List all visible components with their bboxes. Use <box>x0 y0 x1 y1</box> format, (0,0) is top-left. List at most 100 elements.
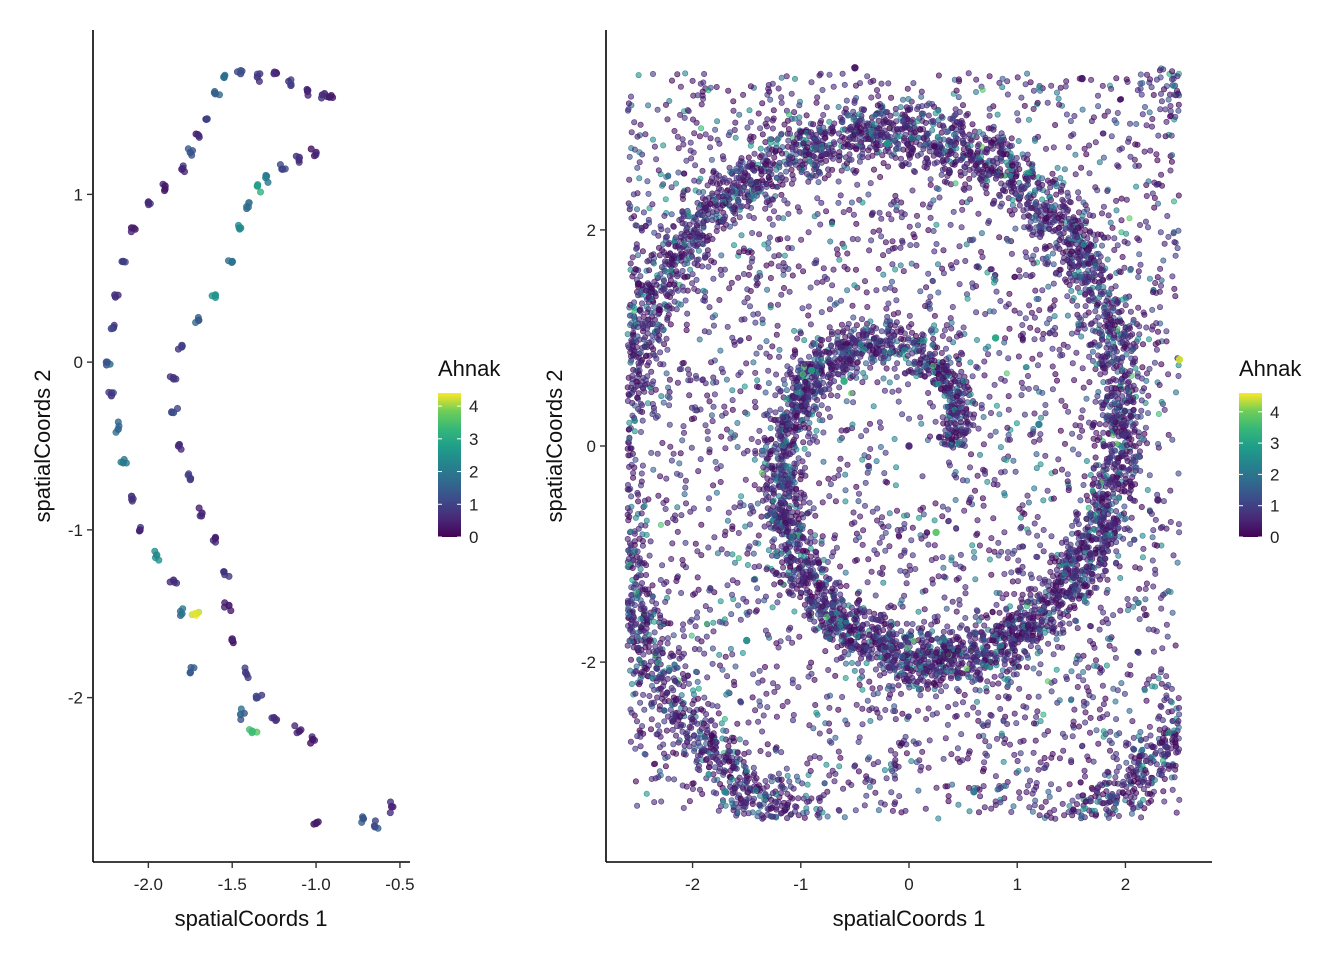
right-data-point <box>843 97 850 104</box>
right-data-point <box>744 286 751 293</box>
right-data-point <box>765 82 772 89</box>
right-data-point <box>724 550 731 557</box>
right-data-point <box>870 228 877 235</box>
right-data-point <box>975 709 982 716</box>
right-data-point <box>641 497 648 504</box>
right-data-point <box>633 206 640 213</box>
right-data-point <box>922 805 929 812</box>
right-data-point <box>1054 164 1061 171</box>
right-data-point <box>805 425 812 432</box>
right-data-point <box>991 381 998 388</box>
right-data-point <box>695 685 702 692</box>
right-data-point <box>762 777 769 784</box>
right-data-point <box>662 196 669 203</box>
right-data-point <box>943 605 950 612</box>
right-data-point <box>1157 524 1164 531</box>
right-data-point <box>639 408 646 415</box>
right-data-point <box>1041 754 1048 761</box>
right-data-point <box>909 187 916 194</box>
right-data-point <box>706 449 713 456</box>
left-panel: -2.0 -1.5 -1.0 -0.5 -2-101 spatialCoords 1 … <box>30 30 501 931</box>
right-data-point <box>1096 159 1103 166</box>
right-data-point <box>815 411 822 418</box>
right-data-point <box>1049 345 1056 352</box>
right-data-point <box>708 156 715 163</box>
left-data-point <box>312 819 320 828</box>
right-data-point <box>665 775 672 782</box>
right-data-point <box>632 222 639 229</box>
right-data-point <box>1021 102 1028 109</box>
left-data-point <box>107 324 116 333</box>
right-data-point <box>647 726 654 733</box>
right-data-point <box>1175 192 1182 199</box>
right-data-point <box>906 154 913 161</box>
right-data-point <box>691 130 698 137</box>
right-data-point <box>864 73 871 80</box>
right-data-point <box>1118 195 1125 202</box>
right-data-point <box>745 719 752 726</box>
right-data-point <box>863 289 870 296</box>
right-data-point <box>638 478 645 485</box>
right-data-point <box>863 792 870 799</box>
right-data-point <box>919 201 926 208</box>
right-data-point <box>1165 96 1172 103</box>
right-data-point <box>1084 206 1091 213</box>
left-colorbar-label: 1 <box>469 495 478 514</box>
right-data-point <box>807 321 814 328</box>
right-data-point <box>913 242 920 249</box>
right-data-point <box>881 470 888 477</box>
right-data-point <box>835 472 842 479</box>
right-data-point <box>1167 167 1174 174</box>
right-data-point <box>832 734 839 741</box>
left-data-point <box>295 153 303 162</box>
right-data-point <box>1022 364 1029 371</box>
right-data-point <box>1062 276 1069 283</box>
right-data-point <box>952 496 959 503</box>
right-data-point <box>1040 497 1047 504</box>
right-data-point <box>828 331 835 338</box>
right-data-point <box>1148 84 1155 91</box>
right-data-point <box>1137 71 1144 78</box>
right-data-point <box>774 322 781 329</box>
right-data-point <box>742 476 749 483</box>
right-data-point <box>1022 271 1029 278</box>
right-data-point <box>889 807 896 814</box>
right-data-point <box>718 433 725 440</box>
right-data-point <box>925 112 932 119</box>
right-data-point <box>778 191 785 198</box>
right-data-point <box>880 627 887 634</box>
right-data-point <box>793 773 800 780</box>
right-data-point <box>1060 629 1067 636</box>
right-data-point <box>830 83 837 90</box>
right-data-point <box>885 300 892 307</box>
right-data-point <box>856 675 863 682</box>
right-data-point <box>1033 384 1040 391</box>
right-data-point <box>681 114 688 121</box>
left-data-point <box>119 257 127 266</box>
right-data-point <box>626 463 633 470</box>
right-data-point <box>952 106 959 113</box>
left-point-layer <box>102 67 397 832</box>
right-data-point <box>805 303 812 310</box>
right-data-point <box>631 602 638 609</box>
right-data-point <box>1001 529 1008 536</box>
right-data-point <box>1070 446 1077 453</box>
right-data-point <box>816 754 823 761</box>
right-data-point <box>1117 607 1124 614</box>
right-data-point <box>1052 468 1059 475</box>
right-data-point <box>634 133 641 140</box>
right-data-point <box>649 582 656 589</box>
right-data-point <box>764 704 771 711</box>
right-data-point <box>925 764 932 771</box>
left-colorbar-label: 2 <box>469 463 478 482</box>
right-data-point <box>1171 285 1178 292</box>
right-data-point <box>1143 193 1150 200</box>
right-data-point <box>772 409 779 416</box>
right-data-point <box>748 435 755 442</box>
right-data-point <box>843 582 850 589</box>
right-data-point <box>625 100 632 107</box>
right-data-point <box>1130 734 1137 741</box>
left-data-point <box>245 199 253 207</box>
left-data-point <box>253 693 262 702</box>
